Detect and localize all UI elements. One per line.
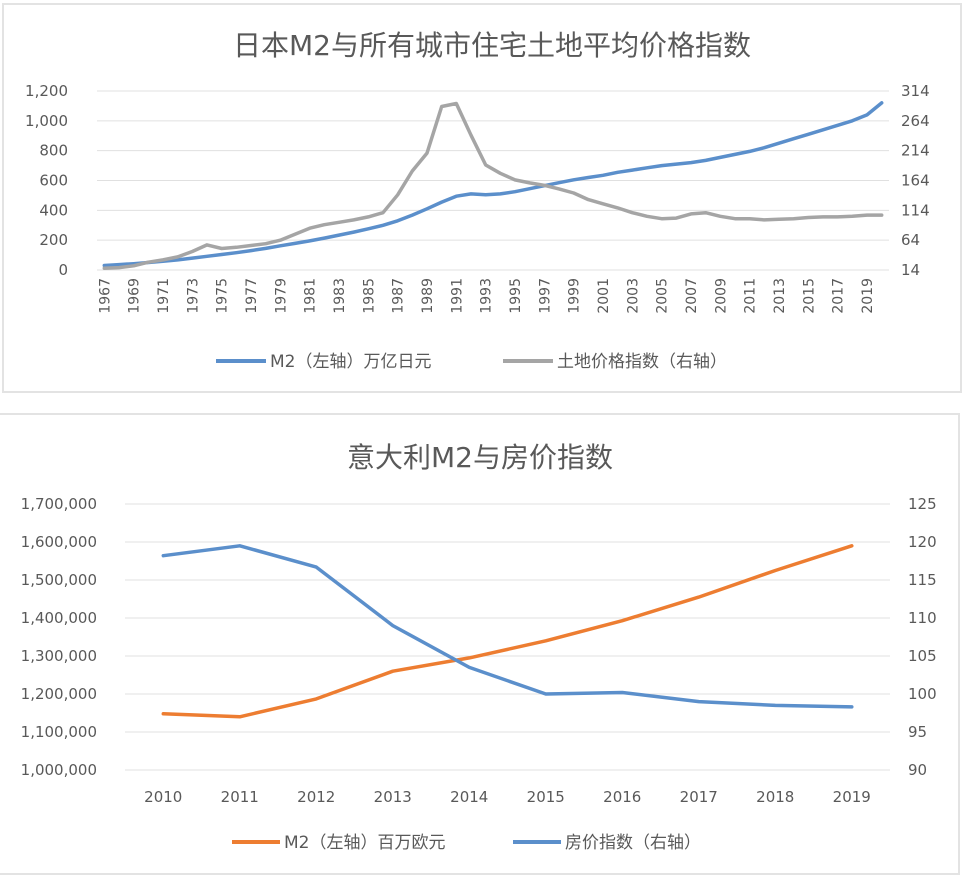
legend-label-land-price: 土地价格指数（右轴） xyxy=(557,352,727,372)
series-line-m2 xyxy=(161,544,854,719)
y2-tick-label: 214 xyxy=(901,142,930,160)
y2-tick-label: 64 xyxy=(901,231,920,249)
y-tick-label: 1,700,000 xyxy=(21,495,97,513)
y-tick-label: 1,600,000 xyxy=(21,533,97,551)
x-tick-label: 1969 xyxy=(127,278,143,314)
series-line-land-price xyxy=(102,101,884,270)
x-tick-label: 1991 xyxy=(449,278,465,314)
y2-tick-label: 100 xyxy=(908,685,937,703)
japan-chart-panel: 日本M2与所有城市住宅土地平均价格指数 0 200 400 600 800 1,000 1,… xyxy=(2,3,962,393)
x-tick-label: 2009 xyxy=(713,278,729,314)
x-tick-label: 2019 xyxy=(833,788,871,806)
x-tick-label: 2010 xyxy=(144,788,182,806)
y-tick-label: 400 xyxy=(39,201,68,219)
y-tick-label: 200 xyxy=(39,231,68,249)
x-tick-label: 1993 xyxy=(479,278,495,314)
x-tick-label: 1995 xyxy=(508,278,524,314)
y-tick-label: 1,000,000 xyxy=(21,761,97,779)
y-tick-label: 800 xyxy=(39,142,68,160)
italy-chart-panel: 意大利M2与房价指数 1,000,000 1,100,000 1,200,000 1,… xyxy=(0,413,960,875)
x-tick-label: 2015 xyxy=(527,788,565,806)
y2-tick-label: 14 xyxy=(901,261,920,279)
x-tick-label: 2013 xyxy=(772,278,788,314)
x-tick-label: 2003 xyxy=(625,278,641,314)
x-tick-label: 2014 xyxy=(450,788,488,806)
x-tick-label: 2015 xyxy=(801,278,817,314)
legend: M2（左轴）万亿日元 土地价格指数（右轴） xyxy=(216,352,727,372)
japan-chart: 日本M2与所有城市住宅土地平均价格指数 0 200 400 600 800 1,000 1,… xyxy=(25,29,930,372)
x-tick-label: 2019 xyxy=(860,278,876,314)
x-tick-label: 2005 xyxy=(655,278,671,314)
x-tick-label: 1999 xyxy=(567,278,583,314)
x-tick-label: 1985 xyxy=(361,278,377,314)
y-tick-label: 0 xyxy=(58,261,68,279)
legend-label-m2: M2（左轴）百万欧元 xyxy=(284,833,445,853)
italy-chart: 意大利M2与房价指数 1,000,000 1,100,000 1,200,000 1,… xyxy=(21,441,937,853)
x-tick-label: 1975 xyxy=(215,278,231,314)
y2-tick-label: 264 xyxy=(901,112,930,130)
y2-tick-label: 114 xyxy=(901,201,930,219)
x-tick-label: 1987 xyxy=(391,278,407,314)
y2-tick-label: 314 xyxy=(901,82,930,100)
y-tick-label: 1,200 xyxy=(25,82,68,100)
x-tick-label: 2017 xyxy=(680,788,718,806)
y-tick-label: 1,000 xyxy=(25,112,68,130)
x-tick-label: 1971 xyxy=(156,278,172,314)
y2-tick-label: 125 xyxy=(908,495,937,513)
x-tick-label: 1973 xyxy=(185,278,201,314)
series-line-house-price xyxy=(161,544,854,709)
x-tick-label: 1981 xyxy=(303,278,319,314)
x-tick-label: 1967 xyxy=(97,278,113,314)
y2-tick-label: 164 xyxy=(901,172,930,190)
x-tick-label: 2013 xyxy=(374,788,412,806)
legend-label-m2: M2（左轴）万亿日元 xyxy=(270,352,431,372)
y-tick-label: 1,200,000 xyxy=(21,685,97,703)
y2-tick-label: 90 xyxy=(908,761,927,779)
x-tick-label: 1983 xyxy=(332,278,348,314)
y-tick-label: 1,400,000 xyxy=(21,609,97,627)
x-tick-label: 2017 xyxy=(831,278,847,314)
x-tick-label: 1977 xyxy=(244,278,260,314)
x-tick-label: 1997 xyxy=(537,278,553,314)
y2-tick-label: 105 xyxy=(908,647,937,665)
y-tick-label: 1,300,000 xyxy=(21,647,97,665)
y-tick-label: 600 xyxy=(39,172,68,190)
legend-label-house-price: 房价指数（右轴） xyxy=(565,833,701,853)
x-tick-label: 2018 xyxy=(756,788,794,806)
x-tick-label: 2012 xyxy=(297,788,335,806)
y-tick-label: 1,100,000 xyxy=(21,723,97,741)
x-tick-label: 1979 xyxy=(273,278,289,314)
x-tick-label: 2011 xyxy=(221,788,259,806)
y2-tick-label: 110 xyxy=(908,609,937,627)
y2-tick-label: 120 xyxy=(908,533,937,551)
y2-tick-label: 115 xyxy=(908,571,937,589)
legend: M2（左轴）百万欧元 房价指数（右轴） xyxy=(232,833,701,853)
x-tick-label: 2016 xyxy=(603,788,641,806)
x-tick-label: 2001 xyxy=(596,278,612,314)
x-tick-label: 2007 xyxy=(684,278,700,314)
series-line-m2 xyxy=(102,101,884,268)
chart-title: 日本M2与所有城市住宅土地平均价格指数 xyxy=(233,29,751,62)
y2-tick-label: 95 xyxy=(908,723,927,741)
chart-title: 意大利M2与房价指数 xyxy=(347,441,613,474)
x-tick-label: 2011 xyxy=(743,278,759,314)
y-tick-label: 1,500,000 xyxy=(21,571,97,589)
x-tick-label: 1989 xyxy=(420,278,436,314)
